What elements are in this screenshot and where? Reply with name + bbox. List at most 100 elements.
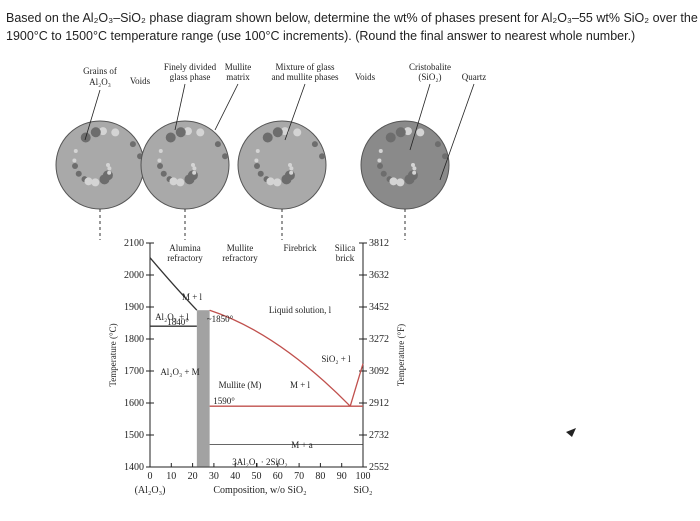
product-label: Alumina [169, 243, 201, 253]
product-label: Firebrick [284, 243, 317, 253]
micrograph-label: Mullite [225, 62, 252, 72]
micrograph-texture [289, 170, 294, 175]
micrograph-texture [395, 127, 406, 138]
x-label: (Al₂O₃) [135, 485, 166, 496]
micrograph-texture [192, 170, 197, 175]
micrograph-texture [72, 158, 77, 163]
micrograph-texture [273, 178, 282, 187]
micrograph-label: glass phase [170, 72, 211, 82]
product-label: refractory [222, 253, 258, 263]
micrograph-texture [84, 177, 93, 186]
micrograph-texture [257, 170, 264, 177]
x-tick-label: 40 [230, 471, 240, 482]
product-label: refractory [167, 253, 203, 263]
mullite-band [196, 310, 210, 467]
product-label: brick [336, 253, 355, 263]
micrograph-texture [412, 166, 417, 171]
micrograph-label: Grains of [83, 66, 117, 76]
micrograph-label: Finely divided [164, 62, 217, 72]
region-label: 1840° [167, 317, 189, 327]
micrograph-texture [183, 127, 192, 136]
x-tick-label: 50 [252, 471, 262, 482]
micrograph-label: and mullite phases [272, 72, 339, 82]
micrograph-texture [191, 163, 195, 167]
micrograph-texture [176, 178, 185, 187]
micrograph-texture [222, 153, 229, 160]
micrograph-texture [442, 153, 449, 160]
micrograph-texture [91, 178, 100, 187]
pointer [174, 83, 186, 131]
pointer [439, 83, 475, 181]
micrograph-texture [158, 148, 163, 153]
y2-tick-label: 2732 [369, 430, 389, 441]
region-label: ~1850° [207, 314, 234, 324]
micrograph-texture [106, 163, 110, 167]
region-label: Mullite (M) [219, 380, 262, 390]
micrograph-texture [280, 127, 289, 136]
micrograph-texture [107, 170, 112, 175]
liquidus [149, 257, 198, 311]
y-tick-label: 1500 [124, 430, 144, 441]
micrograph-label: Quartz [462, 72, 487, 82]
micrograph-texture [396, 178, 405, 187]
y-tick-label: 2100 [124, 238, 144, 249]
y2-tick-label: 3092 [369, 366, 389, 377]
micrograph-texture [184, 174, 195, 185]
micrograph-texture [196, 128, 205, 137]
micrograph-texture [175, 127, 186, 138]
x-label: Composition, w/o SiO₂ [213, 485, 306, 496]
micrograph-texture [311, 141, 318, 148]
y-tick-label: 1900 [124, 302, 144, 313]
micrograph-texture [411, 163, 415, 167]
x-tick-label: 10 [166, 471, 176, 482]
micrograph-texture [98, 127, 107, 136]
micrograph-texture [255, 148, 260, 153]
y-tick-label: 2000 [124, 270, 144, 281]
micrograph-texture [165, 132, 176, 143]
micrograph-texture [293, 128, 302, 137]
x-tick-label: 60 [273, 471, 283, 482]
micrograph-texture [380, 170, 387, 177]
region-label: Liquid solution, l [269, 305, 332, 315]
micrograph-label: Voids [355, 72, 376, 82]
x-tick-label: 20 [188, 471, 198, 482]
micrograph-texture [377, 163, 384, 170]
micrograph-texture [214, 141, 221, 148]
region-label: Al₂O₃ + M [160, 367, 199, 377]
x-tick-label: 80 [315, 471, 325, 482]
micrograph-texture [157, 163, 164, 170]
liquidus [209, 309, 351, 407]
micrograph-texture [192, 166, 197, 171]
micrograph-texture [254, 163, 261, 170]
micrograph-texture [266, 177, 275, 186]
y2-tick-label: 3452 [369, 302, 389, 313]
x-tick-label: 100 [356, 471, 371, 482]
question-line: Based on the Al₂O₃–SiO₂ phase diagram sh… [6, 11, 698, 25]
region-label: SiO₂ + l [321, 354, 351, 364]
micrograph-label: Voids [130, 76, 151, 86]
micrograph-texture [262, 132, 273, 143]
micrograph-texture [72, 163, 79, 170]
cursor [566, 428, 576, 437]
y-tick-label: 1800 [124, 334, 144, 345]
pointer [409, 83, 431, 151]
micrograph-texture [160, 170, 167, 177]
pointer [84, 89, 101, 141]
micrograph-texture [434, 141, 441, 148]
product-label: Mullite [227, 243, 254, 253]
micrograph-texture [90, 127, 101, 138]
y2-tick-label: 3272 [369, 334, 389, 345]
micrograph-texture [254, 158, 259, 163]
micrograph-texture [73, 148, 78, 153]
micrograph-texture [169, 177, 178, 186]
micrograph-texture [129, 141, 136, 148]
micrograph-label: Al₂O₃ [89, 77, 111, 87]
x-tick-label: 0 [148, 471, 153, 482]
micrograph-label: (SiO₂) [418, 72, 441, 82]
y-tick-label: 1400 [124, 462, 144, 473]
micrograph-texture [99, 174, 110, 185]
y2-tick-label: 2552 [369, 462, 389, 473]
